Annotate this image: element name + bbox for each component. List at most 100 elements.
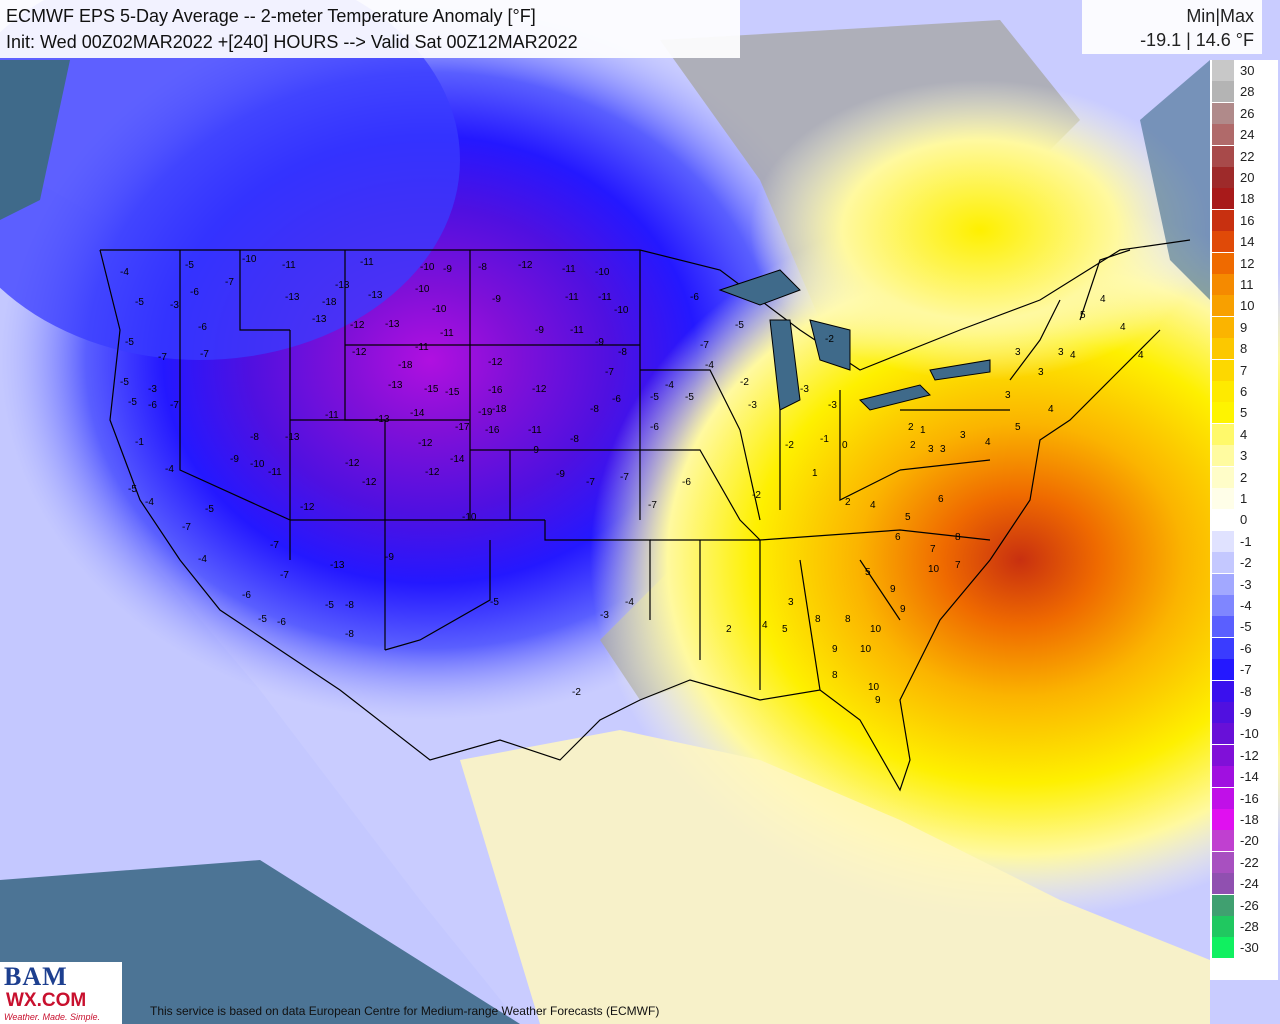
anomaly-label: 4 xyxy=(870,500,876,511)
legend-entry: -6 xyxy=(1210,637,1278,659)
anomaly-label: -10 xyxy=(415,284,430,295)
anomaly-label: 9 xyxy=(832,644,838,655)
legend-entry: -30 xyxy=(1210,937,1278,959)
anomaly-label: -3 xyxy=(148,384,157,395)
legend-label: -14 xyxy=(1240,769,1259,785)
legend-label: -16 xyxy=(1240,790,1259,806)
logo-tagline: Weather. Made. Simple. xyxy=(4,1012,101,1022)
legend-label: 12 xyxy=(1240,255,1255,271)
legend-label: -20 xyxy=(1240,833,1259,849)
anomaly-label: -9 xyxy=(385,552,394,563)
anomaly-label: -7 xyxy=(225,277,234,288)
anomaly-label: -4 xyxy=(665,380,674,391)
anomaly-label: 0 xyxy=(842,440,848,451)
great-lakes xyxy=(718,269,991,411)
anomaly-label: 2 xyxy=(845,497,851,508)
legend-entry: 3 xyxy=(1210,445,1278,467)
anomaly-label: -12 xyxy=(425,467,440,478)
legend-label: 14 xyxy=(1240,234,1255,250)
legend-entry: 16 xyxy=(1210,209,1278,231)
anomaly-label: 3 xyxy=(940,444,946,455)
anomaly-label: -7 xyxy=(270,540,279,551)
legend-swatch xyxy=(1212,423,1234,445)
legend-swatch xyxy=(1212,873,1234,895)
logo-text: BAM xyxy=(4,962,68,991)
legend-swatch xyxy=(1212,830,1234,852)
legend-label: 18 xyxy=(1240,191,1255,207)
anomaly-label: -9 xyxy=(595,337,604,348)
legend-label: 16 xyxy=(1240,212,1255,228)
anomaly-label: -6 xyxy=(277,617,286,628)
anomaly-label: -7 xyxy=(158,352,167,363)
legend-entry: -18 xyxy=(1210,809,1278,830)
anomaly-label: 6 xyxy=(895,532,901,543)
legend-label: -22 xyxy=(1240,854,1259,870)
anomaly-label: 3 xyxy=(1015,347,1021,358)
anomaly-label: -13 xyxy=(285,292,300,303)
legend-entry: -2 xyxy=(1210,552,1278,574)
legend-swatch xyxy=(1212,488,1234,509)
anomaly-label: -15 xyxy=(445,387,460,398)
anomaly-label: -15 xyxy=(424,384,439,395)
anomaly-label: -5 xyxy=(128,397,137,408)
anomaly-label: -3 xyxy=(828,400,837,411)
legend-entry: 11 xyxy=(1210,274,1278,295)
anomaly-label: -5 xyxy=(258,614,267,625)
legend-entry: -10 xyxy=(1210,723,1278,745)
legend-entry: 6 xyxy=(1210,381,1278,402)
legend-swatch xyxy=(1212,209,1234,231)
anomaly-label: -5 xyxy=(205,504,214,515)
anomaly-label: -4 xyxy=(198,554,207,565)
anomaly-label: -17 xyxy=(455,422,470,433)
anomaly-label: 10 xyxy=(860,644,872,655)
anomaly-label: 9 xyxy=(875,695,881,706)
legend-label: 2 xyxy=(1240,469,1248,485)
anomaly-label: -3 xyxy=(800,384,809,395)
legend-entry: 7 xyxy=(1210,359,1278,381)
legend-label: -8 xyxy=(1240,683,1252,699)
legend-swatch xyxy=(1212,316,1234,338)
legend-entry: -22 xyxy=(1210,851,1278,873)
anomaly-label: 4 xyxy=(1048,404,1054,415)
anomaly-label: -6 xyxy=(682,477,691,488)
legend-label: -3 xyxy=(1240,576,1252,592)
anomaly-label: 3 xyxy=(1005,390,1011,401)
anomaly-label: 4 xyxy=(1138,350,1144,361)
anomaly-labels: -4 -5 -6 -7 -5 -3 -6 -5 -7 -5 -3 -7 -5 -… xyxy=(120,254,1144,706)
legend-entry: -26 xyxy=(1210,894,1278,916)
anomaly-label: -4 xyxy=(165,464,174,475)
legend-label: 1 xyxy=(1240,491,1248,506)
anomaly-label: -12 xyxy=(418,438,433,449)
map-title: ECMWF EPS 5-Day Average -- 2-meter Tempe… xyxy=(6,6,536,26)
anomaly-label: -13 xyxy=(312,314,327,325)
anomaly-label: -5 xyxy=(735,320,744,331)
anomaly-label: -11 xyxy=(598,292,612,303)
map-subtitle: Init: Wed 00Z02MAR2022 +[240] HOURS --> … xyxy=(6,32,578,52)
legend-label: 7 xyxy=(1240,362,1248,378)
legend-label: 26 xyxy=(1240,105,1255,121)
anomaly-label: -11 xyxy=(415,342,429,353)
anomaly-label: 3 xyxy=(960,430,966,441)
anomaly-label: -13 xyxy=(335,280,350,291)
anomaly-label: -5 xyxy=(120,377,129,388)
anomaly-label: -11 xyxy=(528,425,542,436)
legend-swatch xyxy=(1212,680,1234,702)
anomaly-label: -5 xyxy=(125,337,134,348)
legend-entry: -7 xyxy=(1210,659,1278,681)
legend-label: -18 xyxy=(1240,812,1259,827)
anomaly-label: -7 xyxy=(700,340,709,351)
legend-label: 5 xyxy=(1240,405,1248,421)
legend-entry: 18 xyxy=(1210,188,1278,210)
anomaly-label: 10 xyxy=(868,682,880,693)
legend-label: -6 xyxy=(1240,640,1252,656)
legend-entry: -16 xyxy=(1210,787,1278,809)
anomaly-label: -13 xyxy=(388,380,403,391)
legend-swatch xyxy=(1212,916,1234,937)
anomaly-label: 8 xyxy=(832,670,838,681)
anomaly-label: -8 xyxy=(570,434,579,445)
anomaly-label: -12 xyxy=(352,347,367,358)
anomaly-label: -9 xyxy=(556,469,565,480)
legend-swatch xyxy=(1212,659,1234,681)
anomaly-label: 9 xyxy=(900,604,906,615)
anomaly-label: -7 xyxy=(605,367,614,378)
